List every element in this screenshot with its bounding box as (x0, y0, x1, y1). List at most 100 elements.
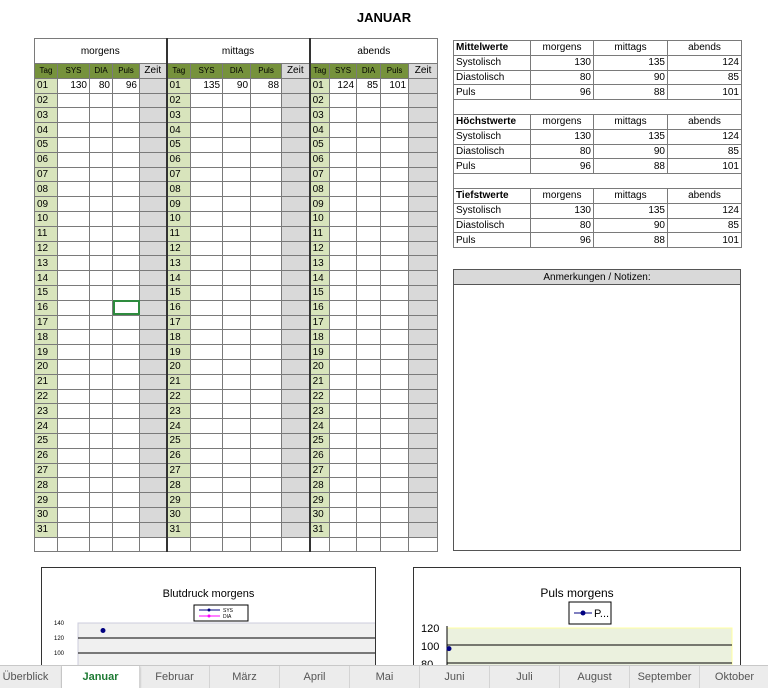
sys-cell[interactable] (57, 314, 90, 331)
sys-cell[interactable] (57, 151, 90, 168)
time-cell[interactable] (281, 136, 311, 153)
puls-cell[interactable] (112, 536, 140, 553)
day-cell[interactable]: 12 (34, 240, 58, 257)
day-cell[interactable]: 23 (308, 403, 331, 420)
sys-cell[interactable] (329, 418, 358, 434)
dia-cell[interactable] (89, 521, 113, 538)
sys-cell[interactable] (190, 462, 224, 479)
puls-cell[interactable] (112, 122, 140, 138)
sys-cell[interactable] (57, 447, 90, 464)
sys-cell[interactable] (329, 329, 358, 346)
puls-cell[interactable] (380, 181, 410, 198)
stats-value[interactable]: 101 (667, 84, 742, 101)
puls-cell[interactable] (380, 462, 410, 479)
day-cell[interactable]: 09 (308, 196, 331, 212)
time-cell[interactable] (408, 373, 439, 390)
dia-cell[interactable] (222, 314, 252, 331)
sys-cell[interactable] (57, 536, 90, 553)
time-cell[interactable] (408, 122, 439, 138)
puls-cell[interactable] (380, 418, 410, 434)
dia-cell[interactable] (89, 107, 113, 124)
stats-value[interactable]: 96 (530, 232, 594, 249)
time-cell[interactable] (138, 196, 168, 212)
dia-cell[interactable] (356, 181, 382, 198)
puls-cell[interactable] (250, 270, 283, 286)
time-cell[interactable] (408, 492, 439, 508)
dia-cell[interactable] (89, 122, 113, 138)
day-cell[interactable]: 06 (34, 151, 58, 168)
time-cell[interactable] (281, 166, 311, 183)
day-cell[interactable]: 11 (34, 225, 58, 242)
sys-cell[interactable] (57, 358, 90, 375)
day-cell[interactable]: 24 (165, 418, 192, 434)
sys-cell[interactable] (329, 299, 358, 316)
stats-value[interactable]: 101 (667, 232, 742, 249)
sys-cell[interactable] (329, 92, 358, 109)
day-cell[interactable]: 16 (165, 299, 192, 316)
day-cell[interactable]: 19 (34, 344, 58, 360)
dia-cell[interactable] (222, 299, 252, 316)
day-cell[interactable]: 19 (165, 344, 192, 360)
stats-value[interactable]: 90 (593, 69, 668, 86)
day-cell[interactable]: 08 (34, 181, 58, 198)
day-cell[interactable] (308, 536, 331, 553)
puls-cell[interactable] (250, 92, 283, 109)
sys-cell[interactable] (57, 92, 90, 109)
day-cell[interactable]: 03 (308, 107, 331, 124)
puls-cell[interactable] (250, 418, 283, 434)
time-cell[interactable] (281, 181, 311, 198)
puls-cell[interactable] (250, 240, 283, 257)
dia-cell[interactable] (356, 92, 382, 109)
day-cell[interactable]: 01 (308, 77, 331, 94)
sys-cell[interactable] (57, 255, 90, 272)
dia-cell[interactable] (222, 284, 252, 301)
time-cell[interactable] (408, 344, 439, 360)
day-cell[interactable]: 03 (165, 107, 192, 124)
sys-cell[interactable] (190, 447, 224, 464)
time-cell[interactable] (138, 329, 168, 346)
dia-cell[interactable] (356, 136, 382, 153)
day-cell[interactable]: 20 (308, 358, 331, 375)
day-cell[interactable]: 18 (34, 329, 58, 346)
time-cell[interactable] (281, 314, 311, 331)
sys-cell[interactable] (329, 447, 358, 464)
day-cell[interactable]: 05 (165, 136, 192, 153)
time-cell[interactable] (408, 136, 439, 153)
time-cell[interactable] (281, 77, 311, 94)
stats-value[interactable]: 85 (667, 217, 742, 234)
day-cell[interactable]: 28 (165, 477, 192, 494)
day-cell[interactable] (34, 536, 58, 553)
time-cell[interactable] (408, 432, 439, 449)
tab-august[interactable]: August (560, 666, 630, 688)
day-cell[interactable]: 14 (308, 270, 331, 286)
sys-cell[interactable]: 124 (329, 77, 358, 94)
dia-cell[interactable] (356, 329, 382, 346)
day-cell[interactable]: 18 (308, 329, 331, 346)
sys-cell[interactable] (329, 196, 358, 212)
stats-value[interactable]: 85 (667, 69, 742, 86)
puls-cell[interactable] (112, 462, 140, 479)
dia-cell[interactable] (222, 521, 252, 538)
dia-cell[interactable] (222, 358, 252, 375)
day-cell[interactable]: 23 (34, 403, 58, 420)
puls-cell[interactable] (380, 284, 410, 301)
dia-cell[interactable] (356, 344, 382, 360)
time-cell[interactable] (408, 506, 439, 523)
time-cell[interactable] (138, 255, 168, 272)
dia-cell[interactable] (89, 255, 113, 272)
puls-cell[interactable] (112, 344, 140, 360)
dia-cell[interactable] (89, 151, 113, 168)
day-cell[interactable]: 04 (34, 122, 58, 138)
sys-cell[interactable] (57, 240, 90, 257)
dia-cell[interactable] (89, 403, 113, 420)
time-cell[interactable] (408, 270, 439, 286)
tab-juli[interactable]: Juli (490, 666, 560, 688)
time-cell[interactable] (408, 299, 439, 316)
day-cell[interactable]: 25 (308, 432, 331, 449)
day-cell[interactable]: 26 (34, 447, 58, 464)
time-cell[interactable] (138, 314, 168, 331)
time-cell[interactable] (281, 225, 311, 242)
day-cell[interactable]: 21 (165, 373, 192, 390)
day-cell[interactable]: 24 (308, 418, 331, 434)
puls-cell[interactable] (112, 284, 140, 301)
